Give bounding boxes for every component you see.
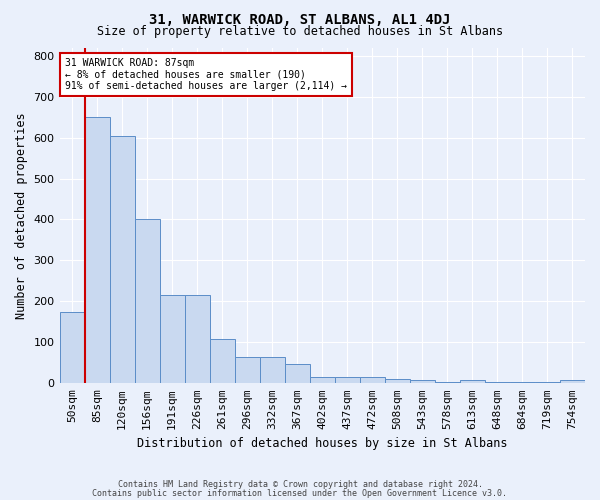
Bar bbox=[310, 377, 335, 384]
Y-axis label: Number of detached properties: Number of detached properties bbox=[15, 112, 28, 318]
Text: Size of property relative to detached houses in St Albans: Size of property relative to detached ho… bbox=[97, 25, 503, 38]
Bar bbox=[110, 136, 134, 384]
X-axis label: Distribution of detached houses by size in St Albans: Distribution of detached houses by size … bbox=[137, 437, 508, 450]
Bar bbox=[59, 312, 85, 384]
Bar bbox=[285, 364, 310, 384]
Bar bbox=[160, 296, 185, 384]
Bar bbox=[485, 382, 510, 384]
Bar bbox=[560, 380, 585, 384]
Text: 31 WARWICK ROAD: 87sqm
← 8% of detached houses are smaller (190)
91% of semi-det: 31 WARWICK ROAD: 87sqm ← 8% of detached … bbox=[65, 58, 347, 91]
Bar bbox=[510, 382, 535, 384]
Bar bbox=[335, 377, 360, 384]
Bar bbox=[235, 356, 260, 384]
Bar bbox=[410, 380, 435, 384]
Bar bbox=[435, 382, 460, 384]
Bar bbox=[134, 220, 160, 384]
Bar bbox=[460, 380, 485, 384]
Bar bbox=[535, 382, 560, 384]
Bar bbox=[209, 340, 235, 384]
Bar bbox=[260, 356, 285, 384]
Text: 31, WARWICK ROAD, ST ALBANS, AL1 4DJ: 31, WARWICK ROAD, ST ALBANS, AL1 4DJ bbox=[149, 12, 451, 26]
Bar bbox=[85, 117, 110, 384]
Bar bbox=[385, 379, 410, 384]
Bar bbox=[185, 296, 209, 384]
Bar bbox=[360, 377, 385, 384]
Text: Contains HM Land Registry data © Crown copyright and database right 2024.: Contains HM Land Registry data © Crown c… bbox=[118, 480, 482, 489]
Text: Contains public sector information licensed under the Open Government Licence v3: Contains public sector information licen… bbox=[92, 489, 508, 498]
